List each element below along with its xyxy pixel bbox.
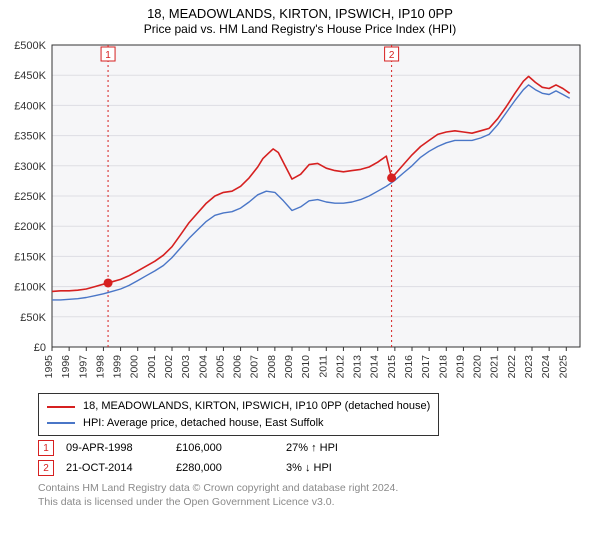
- svg-text:2023: 2023: [523, 355, 535, 379]
- svg-text:2000: 2000: [129, 355, 141, 379]
- chart-title: 18, MEADOWLANDS, KIRTON, IPSWICH, IP10 0…: [8, 6, 592, 22]
- svg-text:2014: 2014: [369, 355, 381, 379]
- svg-text:1995: 1995: [43, 355, 55, 379]
- sale-price: £280,000: [176, 462, 286, 474]
- chart-container: 18, MEADOWLANDS, KIRTON, IPSWICH, IP10 0…: [0, 0, 600, 518]
- svg-text:2011: 2011: [317, 355, 329, 378]
- svg-text:2020: 2020: [472, 355, 484, 379]
- line-chart-svg: £0 £50K £100K £150K £200K £250K £300K £350K £400…: [8, 37, 588, 387]
- legend-swatch: [47, 406, 75, 408]
- svg-text:2009: 2009: [283, 355, 295, 379]
- svg-text:2017: 2017: [420, 355, 432, 379]
- svg-text:£100K: £100K: [14, 282, 46, 294]
- svg-text:2024: 2024: [540, 355, 552, 379]
- svg-text:£450K: £450K: [14, 70, 46, 82]
- legend-item: 18, MEADOWLANDS, KIRTON, IPSWICH, IP10 0…: [47, 398, 430, 415]
- sale-date: 21-OCT-2014: [66, 462, 176, 474]
- svg-text:£300K: £300K: [14, 161, 46, 173]
- legend-label: HPI: Average price, detached house, East…: [83, 415, 324, 432]
- svg-text:2025: 2025: [557, 355, 569, 379]
- svg-text:1998: 1998: [94, 355, 106, 379]
- sale-marker-box: 2: [38, 460, 54, 476]
- svg-text:£250K: £250K: [14, 191, 46, 203]
- svg-text:2010: 2010: [300, 355, 312, 379]
- svg-text:2005: 2005: [214, 355, 226, 379]
- svg-text:2012: 2012: [334, 355, 346, 379]
- svg-text:2006: 2006: [232, 355, 244, 379]
- svg-text:2021: 2021: [489, 355, 501, 379]
- svg-text:2004: 2004: [197, 355, 209, 379]
- sale-delta: 3% ↓ HPI: [286, 462, 396, 474]
- svg-text:£150K: £150K: [14, 252, 46, 264]
- chart-plot: £0 £50K £100K £150K £200K £250K £300K £350K £400…: [8, 37, 592, 387]
- svg-text:2016: 2016: [403, 355, 415, 379]
- svg-text:1: 1: [105, 50, 111, 61]
- sale-marker-box: 1: [38, 440, 54, 456]
- svg-text:2001: 2001: [146, 355, 158, 379]
- svg-text:2: 2: [389, 50, 395, 61]
- legend-swatch: [47, 422, 75, 424]
- svg-text:2018: 2018: [437, 355, 449, 379]
- svg-text:£50K: £50K: [20, 312, 46, 324]
- svg-text:2003: 2003: [180, 355, 192, 379]
- sale-delta: 27% ↑ HPI: [286, 442, 396, 454]
- svg-text:2007: 2007: [249, 355, 261, 379]
- svg-text:£500K: £500K: [14, 40, 46, 52]
- sale-date: 09-APR-1998: [66, 442, 176, 454]
- svg-text:2008: 2008: [266, 355, 278, 379]
- svg-text:2002: 2002: [163, 355, 175, 379]
- sale-row: 2 21-OCT-2014 £280,000 3% ↓ HPI: [38, 460, 592, 476]
- svg-text:£350K: £350K: [14, 131, 46, 143]
- svg-text:2019: 2019: [454, 355, 466, 379]
- svg-text:1997: 1997: [77, 355, 89, 379]
- footer-attribution: Contains HM Land Registry data © Crown c…: [38, 482, 592, 509]
- chart-subtitle: Price paid vs. HM Land Registry's House …: [8, 22, 592, 37]
- svg-text:2015: 2015: [386, 355, 398, 379]
- svg-text:£400K: £400K: [14, 101, 46, 113]
- svg-text:2013: 2013: [352, 355, 364, 379]
- legend-item: HPI: Average price, detached house, East…: [47, 415, 430, 432]
- svg-text:2022: 2022: [506, 355, 518, 379]
- sale-price: £106,000: [176, 442, 286, 454]
- svg-text:£0: £0: [34, 342, 46, 354]
- legend: 18, MEADOWLANDS, KIRTON, IPSWICH, IP10 0…: [38, 393, 439, 436]
- svg-text:£200K: £200K: [14, 221, 46, 233]
- sale-row: 1 09-APR-1998 £106,000 27% ↑ HPI: [38, 440, 592, 456]
- svg-text:1996: 1996: [60, 355, 72, 379]
- svg-text:1999: 1999: [112, 355, 124, 379]
- legend-label: 18, MEADOWLANDS, KIRTON, IPSWICH, IP10 0…: [83, 398, 430, 415]
